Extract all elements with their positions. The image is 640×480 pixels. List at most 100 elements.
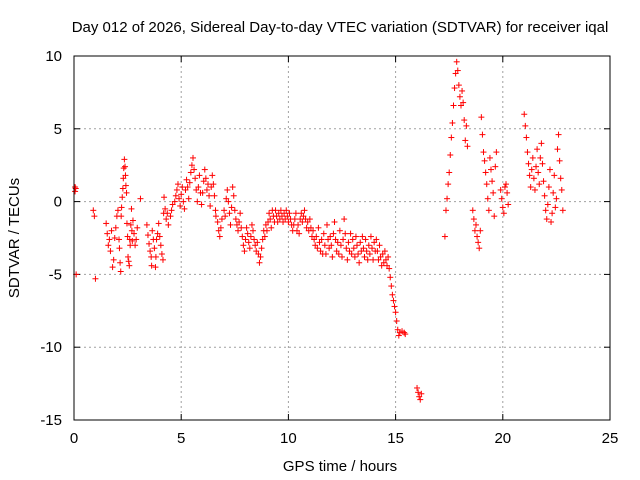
data-point — [499, 204, 506, 211]
data-point — [159, 256, 166, 263]
data-point — [343, 245, 350, 252]
data-point — [245, 239, 252, 246]
data-point — [550, 189, 557, 196]
data-point — [189, 154, 196, 161]
data-point — [119, 194, 126, 201]
data-point — [348, 251, 355, 258]
data-point — [244, 230, 251, 237]
data-point — [214, 218, 221, 225]
data-point — [242, 236, 249, 243]
data-point — [393, 317, 400, 324]
data-point — [535, 169, 542, 176]
data-point — [386, 265, 393, 272]
data-point — [263, 227, 270, 234]
data-point — [236, 218, 243, 225]
data-point — [272, 207, 279, 214]
data-point — [549, 210, 556, 217]
data-point — [126, 262, 133, 269]
data-point — [205, 181, 211, 188]
data-point — [363, 248, 370, 255]
data-point — [222, 213, 229, 220]
data-point — [296, 230, 303, 237]
x-axis-label: GPS time / hours — [283, 458, 397, 475]
data-point — [149, 227, 156, 234]
data-point — [542, 207, 549, 214]
data-point — [480, 149, 487, 156]
data-point — [216, 233, 223, 240]
data-point — [392, 309, 399, 316]
data-point — [266, 210, 273, 217]
data-point — [207, 202, 214, 209]
data-point — [196, 172, 203, 179]
data-point — [235, 227, 242, 234]
data-point — [120, 165, 127, 172]
data-point — [445, 181, 452, 188]
data-point — [301, 207, 308, 214]
data-point — [250, 227, 257, 234]
data-point — [336, 227, 343, 234]
data-point — [314, 245, 321, 252]
data-point — [229, 184, 236, 191]
data-point — [528, 166, 535, 173]
data-point — [240, 242, 247, 249]
data-point — [545, 184, 552, 191]
data-point — [267, 216, 274, 223]
data-point — [492, 163, 499, 170]
data-point — [155, 220, 162, 227]
data-point — [226, 210, 233, 217]
data-point — [418, 390, 425, 397]
data-point — [209, 172, 216, 179]
data-point — [247, 233, 254, 240]
data-point — [206, 192, 213, 199]
data-point — [323, 221, 330, 228]
data-point — [490, 189, 497, 196]
x-tick-label: 15 — [387, 430, 404, 447]
data-point — [106, 236, 113, 243]
data-point — [251, 236, 258, 243]
data-point — [486, 154, 493, 161]
data-point — [498, 195, 505, 202]
data-point — [91, 213, 98, 220]
data-point — [481, 157, 488, 164]
data-point — [116, 245, 123, 252]
data-point — [347, 230, 354, 237]
data-point — [203, 186, 210, 193]
data-point — [441, 233, 448, 240]
data-point — [241, 248, 248, 255]
data-point — [538, 140, 545, 147]
data-point — [230, 192, 237, 199]
data-point — [453, 58, 460, 65]
data-point — [180, 198, 187, 205]
data-point — [232, 216, 239, 223]
data-point — [313, 233, 320, 240]
data-point — [268, 224, 275, 231]
data-point — [539, 160, 546, 167]
data-point — [137, 195, 144, 202]
data-point — [367, 233, 374, 240]
y-tick-labels: -15 -10 -5 0 5 10 — [40, 48, 62, 429]
data-point — [195, 184, 202, 191]
data-point — [221, 207, 228, 214]
data-point — [201, 166, 208, 173]
data-point — [340, 236, 347, 243]
data-point — [536, 181, 543, 188]
data-point — [540, 178, 547, 185]
data-point — [554, 146, 561, 153]
data-point — [551, 172, 558, 179]
data-point — [541, 192, 548, 199]
data-point — [543, 216, 550, 223]
gridlines — [74, 56, 610, 420]
data-point — [256, 259, 263, 266]
chart-title: Day 012 of 2026, Sidereal Day-to-day VTE… — [72, 19, 609, 36]
data-point — [123, 189, 130, 196]
data-point — [556, 157, 563, 164]
data-point — [198, 201, 205, 208]
data-point — [153, 236, 160, 243]
data-point — [164, 210, 171, 217]
data-point — [470, 216, 477, 223]
data-point — [144, 232, 151, 239]
data-point — [462, 137, 469, 144]
data-point — [552, 204, 559, 211]
data-point — [364, 256, 371, 263]
